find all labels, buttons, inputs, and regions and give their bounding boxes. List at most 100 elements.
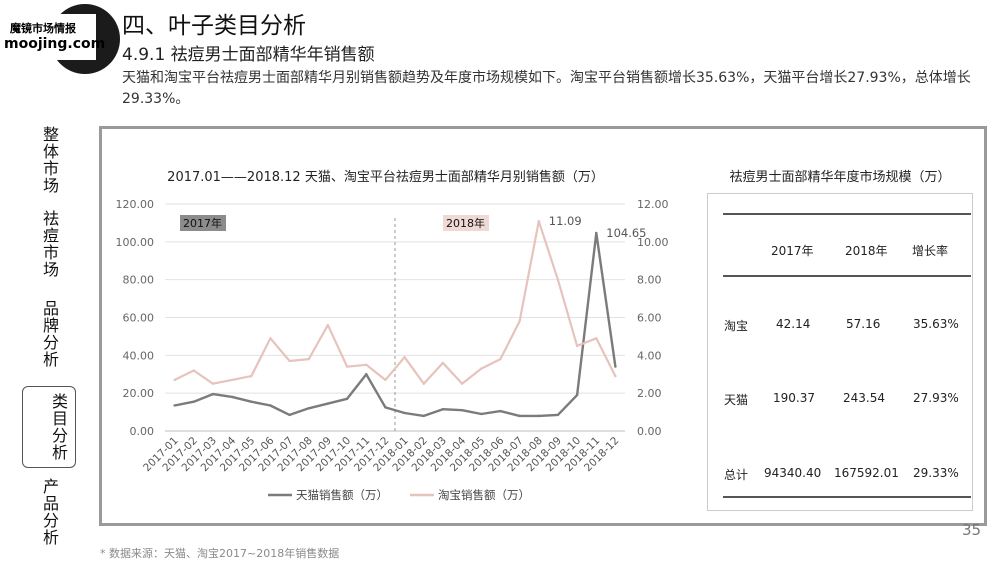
taobao-point: [441, 361, 445, 365]
taobao-point: [403, 356, 406, 359]
tmall-point: [345, 397, 349, 401]
taobao-point: [250, 374, 253, 378]
page-title: 四、叶子类目分析: [122, 13, 306, 39]
left-axis-tick-label: 40.00: [123, 349, 155, 362]
taobao-point: [365, 363, 368, 366]
taobao-point: [480, 367, 483, 370]
data-source-footnote: * 数据来源：天猫、淘宝2017~2018年销售数据: [100, 547, 340, 560]
tmall-point: [614, 365, 617, 368]
taobao-point: [307, 357, 310, 361]
tmall-point: [480, 412, 483, 416]
year-label-2018: 2018年: [446, 216, 485, 230]
tmall-point: [556, 413, 560, 417]
table-cell: 27.93%: [913, 391, 959, 405]
chart-series: [173, 220, 617, 418]
taobao-point: [269, 337, 272, 340]
taobao-point: [422, 382, 425, 385]
tmall-point: [441, 408, 445, 411]
table-cell: 190.37: [773, 391, 815, 405]
table-cell: 94340.40: [764, 466, 822, 480]
taobao-point: [595, 337, 598, 340]
taobao-point: [614, 374, 617, 378]
left-axis-tick-label: 80.00: [123, 274, 155, 287]
year-label-2017: 2017年: [183, 216, 222, 230]
market-size-table: [707, 193, 973, 511]
table-row-label: 天猫: [724, 393, 749, 407]
left-axis-tick-label: 60.00: [123, 312, 155, 325]
tmall-point: [365, 373, 368, 376]
taobao-point: [173, 378, 176, 382]
tmall-point: [422, 414, 425, 418]
table-cell: 29.33%: [913, 466, 959, 480]
tmall-point: [518, 414, 521, 418]
taobao-point: [556, 278, 560, 281]
logo: [0, 14, 96, 60]
brand-url: moojing.com: [4, 36, 106, 52]
left-axis-tick-label: 120.00: [116, 198, 155, 211]
table-cell: 243.54: [843, 391, 885, 405]
taobao-point: [326, 323, 330, 327]
tmall-point: [460, 408, 464, 412]
taobao-point: [230, 378, 234, 382]
brand-name: 魔镜市场情报: [10, 22, 76, 35]
page-number: 35: [962, 521, 982, 539]
left-axis-tick-label: 0.00: [130, 425, 155, 438]
tmall-point: [595, 231, 598, 235]
data-label: 104.65: [606, 226, 646, 240]
legend-label: 天猫销售额（万）: [296, 488, 388, 502]
nav-item-acne-market[interactable]: 祛痘市场: [40, 210, 59, 278]
nav-item-category-analysis[interactable]: 类目分析: [22, 386, 76, 468]
nav-item-overall-market[interactable]: 整体市场: [40, 126, 59, 194]
left-axis-tick-label: 20.00: [123, 387, 155, 400]
legend-label: 淘宝销售额（万）: [438, 488, 530, 502]
right-axis-tick-label: 12.00: [637, 198, 669, 211]
table-header-2018: 2018年: [845, 244, 888, 258]
table-row-label: 总计: [724, 468, 749, 482]
table-cell: 35.63%: [913, 317, 959, 331]
right-axis-tick-label: 6.00: [637, 312, 662, 325]
table-header-growth: 增长率: [912, 244, 949, 258]
left-axis-tick-label: 100.00: [116, 236, 155, 249]
table-cell: 57.16: [846, 317, 881, 331]
tmall-point: [326, 402, 330, 405]
description-text: 天猫和淘宝平台祛痘男士面部精华月别销售额趋势及年度市场规模如下。淘宝平台销售额增…: [122, 70, 971, 107]
data-label: 11.09: [549, 214, 582, 228]
tmall-point: [384, 406, 387, 409]
chart-labels: 2017年 2018年 11.09 104.65 天猫销售额（万） 淘宝销售额（万）: [180, 214, 647, 502]
chart-ticks: 0.00 20.00 40.00 60.00 80.00 100.00 120.00 0.00…: [116, 198, 669, 474]
taobao-point: [499, 357, 502, 361]
tmall-point: [230, 395, 234, 399]
year-label-2017-box: [180, 215, 226, 231]
tmall-point: [288, 413, 291, 417]
content-panel: [99, 126, 987, 526]
tmall-point: [173, 404, 176, 407]
right-axis-tick-label: 0.00: [637, 425, 662, 438]
table-header-rule: [723, 275, 971, 277]
taobao-point: [537, 220, 540, 223]
section-subtitle: 4.9.1 祛痘男士面部精华年销售额: [122, 45, 375, 65]
table-row-label: 淘宝: [724, 319, 749, 333]
chart-title: 2017.01——2018.12 天猫、淘宝平台祛痘男士面部精华月别销售额（万）: [167, 170, 604, 185]
chart-grid: [165, 203, 625, 432]
right-axis-tick-label: 8.00: [637, 274, 662, 287]
tmall-point: [575, 393, 579, 397]
right-axis-tick-label: 4.00: [637, 349, 662, 362]
taobao-point: [384, 378, 387, 382]
taobao-point: [518, 320, 521, 323]
tmall-point: [269, 404, 272, 407]
tmall-series-line: [174, 231, 617, 418]
tmall-point: [192, 400, 195, 403]
table-cell: 42.14: [776, 317, 811, 331]
right-axis-tick-label: 2.00: [637, 387, 662, 400]
taobao-series-line: [174, 220, 617, 385]
year-label-2018-box: [443, 215, 489, 231]
taobao-point: [288, 359, 291, 363]
nav-item-product-analysis[interactable]: 产品分析: [40, 478, 59, 546]
nav-item-brand-analysis[interactable]: 品牌分析: [40, 300, 59, 368]
tmall-point: [250, 400, 253, 403]
tmall-point: [403, 411, 406, 415]
taobao-point: [211, 382, 215, 385]
taobao-point: [192, 369, 195, 372]
taobao-point: [345, 365, 349, 368]
